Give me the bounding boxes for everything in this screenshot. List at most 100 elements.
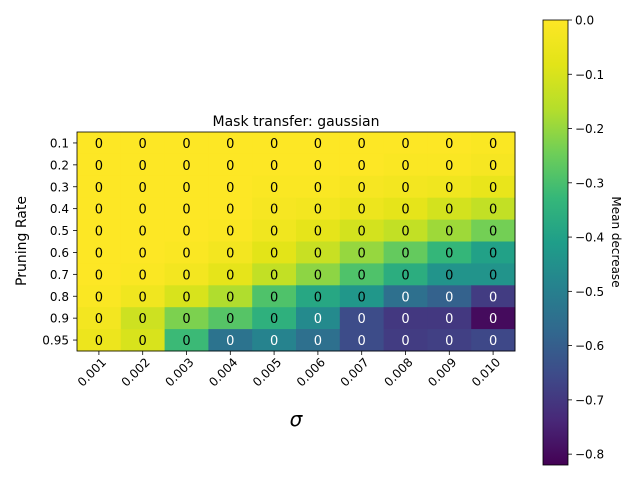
cell-label: 0 (139, 268, 147, 283)
cell-label: 0 (445, 246, 453, 261)
cell-label: 0 (358, 159, 366, 174)
heatmap-cell (471, 132, 516, 155)
colorbar-tick-label: 0.0 (575, 14, 594, 28)
x-tick-label: 0.001 (75, 355, 109, 389)
cell-label: 0 (139, 246, 147, 261)
cell-label: 0 (445, 137, 453, 152)
y-axis-ticks: 0.1 0.2 0.3 0.4 0.5 0.6 0.7 0.8 0.9 0.95 (42, 136, 77, 348)
heatmap-cell (77, 132, 122, 155)
heatmap-cell (208, 175, 253, 199)
cell-label: 0 (270, 225, 278, 240)
heatmap-cell (120, 153, 166, 177)
heatmap-cell (120, 285, 166, 308)
cell-label: 0 (270, 268, 278, 283)
heatmap-cell (427, 197, 472, 221)
cell-label: 0 (95, 334, 103, 349)
heatmap-cell (252, 263, 297, 286)
y-tick-label: 0.95 (42, 334, 69, 348)
cell-label: 0 (95, 181, 103, 196)
colorbar-tick-label: −0.2 (575, 122, 604, 136)
x-tick-label: 0.007 (338, 355, 372, 389)
x-axis-label: σ (290, 407, 304, 431)
heatmap-cell (208, 153, 253, 177)
heatmap-cell (252, 153, 297, 177)
x-tick-label: 0.004 (206, 355, 240, 389)
y-tick-label: 0.6 (50, 246, 69, 260)
cell-label: 0 (489, 268, 497, 283)
heatmap-cell (164, 197, 209, 221)
heatmap-cell (120, 132, 166, 155)
cell-label: 0 (270, 181, 278, 196)
cell-label: 0 (226, 312, 234, 327)
cell-label: 0 (358, 290, 366, 305)
y-axis-label: Pruning Rate (14, 196, 30, 286)
cell-label: 0 (358, 268, 366, 283)
cell-label: 0 (401, 246, 409, 261)
heatmap-cell (471, 263, 516, 286)
x-axis-ticks: 0.001 0.002 0.003 0.004 0.005 0.006 0.007 0.008… (75, 351, 503, 389)
cell-label: 0 (95, 203, 103, 218)
heatmap-cell (208, 329, 253, 352)
cell-label: 0 (182, 312, 190, 327)
heatmap-cell (339, 285, 385, 308)
heatmap-cell (296, 285, 341, 308)
cell-label: 0 (401, 159, 409, 174)
cell-label: 0 (445, 159, 453, 174)
heatmap-cell (252, 285, 297, 308)
cell-label: 0 (314, 181, 322, 196)
heatmap-cell (120, 219, 166, 242)
heatmap-cell (120, 241, 166, 264)
heatmap-cell (296, 153, 341, 177)
heatmap-cell (427, 132, 472, 155)
cell-label: 0 (314, 225, 322, 240)
heatmap-cell (77, 153, 122, 177)
heatmap-cell (427, 285, 472, 308)
heatmap-cell (164, 329, 209, 352)
heatmap-cell (296, 307, 341, 330)
cell-label: 0 (358, 225, 366, 240)
heatmap-cell (252, 175, 297, 199)
y-tick-label: 0.8 (50, 290, 69, 304)
x-tick-label: 0.005 (250, 355, 284, 389)
cell-label: 0 (358, 246, 366, 261)
heatmap-cell (339, 153, 385, 177)
cell-label: 0 (489, 181, 497, 196)
heatmap-cell (471, 329, 516, 352)
heatmap-cell (471, 285, 516, 308)
cell-label: 0 (401, 225, 409, 240)
heatmap-cell (296, 175, 341, 199)
cell-label: 0 (489, 334, 497, 349)
heatmap-cell (120, 263, 166, 286)
heatmap-cell (208, 307, 253, 330)
heatmap-cell (77, 307, 122, 330)
colorbar (542, 19, 569, 466)
heatmap-cell (383, 219, 428, 242)
colorbar-tick-label: −0.6 (575, 339, 604, 353)
cell-label: 0 (401, 181, 409, 196)
heatmap-cell (339, 197, 385, 221)
cell-label: 0 (314, 203, 322, 218)
heatmap-cell (471, 197, 516, 221)
heatmap-cell (339, 307, 385, 330)
heatmap-cells: 0 0 0 0 0 0 0 0 0 0 0 0 0 0 0 0 0 0 0 0 0 0 0 0 0 0 0 0 0 0 0 0 0 0 0 0 0 0 0 0… (76, 131, 516, 352)
heatmap-cell (208, 132, 253, 155)
cell-label: 0 (95, 290, 103, 305)
heatmap-cell (471, 219, 516, 242)
cell-label: 0 (182, 137, 190, 152)
cell-label: 0 (139, 225, 147, 240)
cell-label: 0 (226, 290, 234, 305)
heatmap-cell (296, 197, 341, 221)
heatmap-cell (339, 175, 385, 199)
cell-label: 0 (445, 312, 453, 327)
cell-label: 0 (226, 137, 234, 152)
cell-label: 0 (445, 225, 453, 240)
cell-label: 0 (182, 225, 190, 240)
y-tick-label: 0.2 (50, 158, 69, 172)
colorbar-tick-label: −0.8 (575, 448, 604, 462)
colorbar-label: Mean decrease (609, 196, 623, 287)
heatmap-cell (164, 153, 209, 177)
x-tick-label: 0.009 (425, 355, 459, 389)
cell-label: 0 (226, 334, 234, 349)
cell-label: 0 (270, 137, 278, 152)
